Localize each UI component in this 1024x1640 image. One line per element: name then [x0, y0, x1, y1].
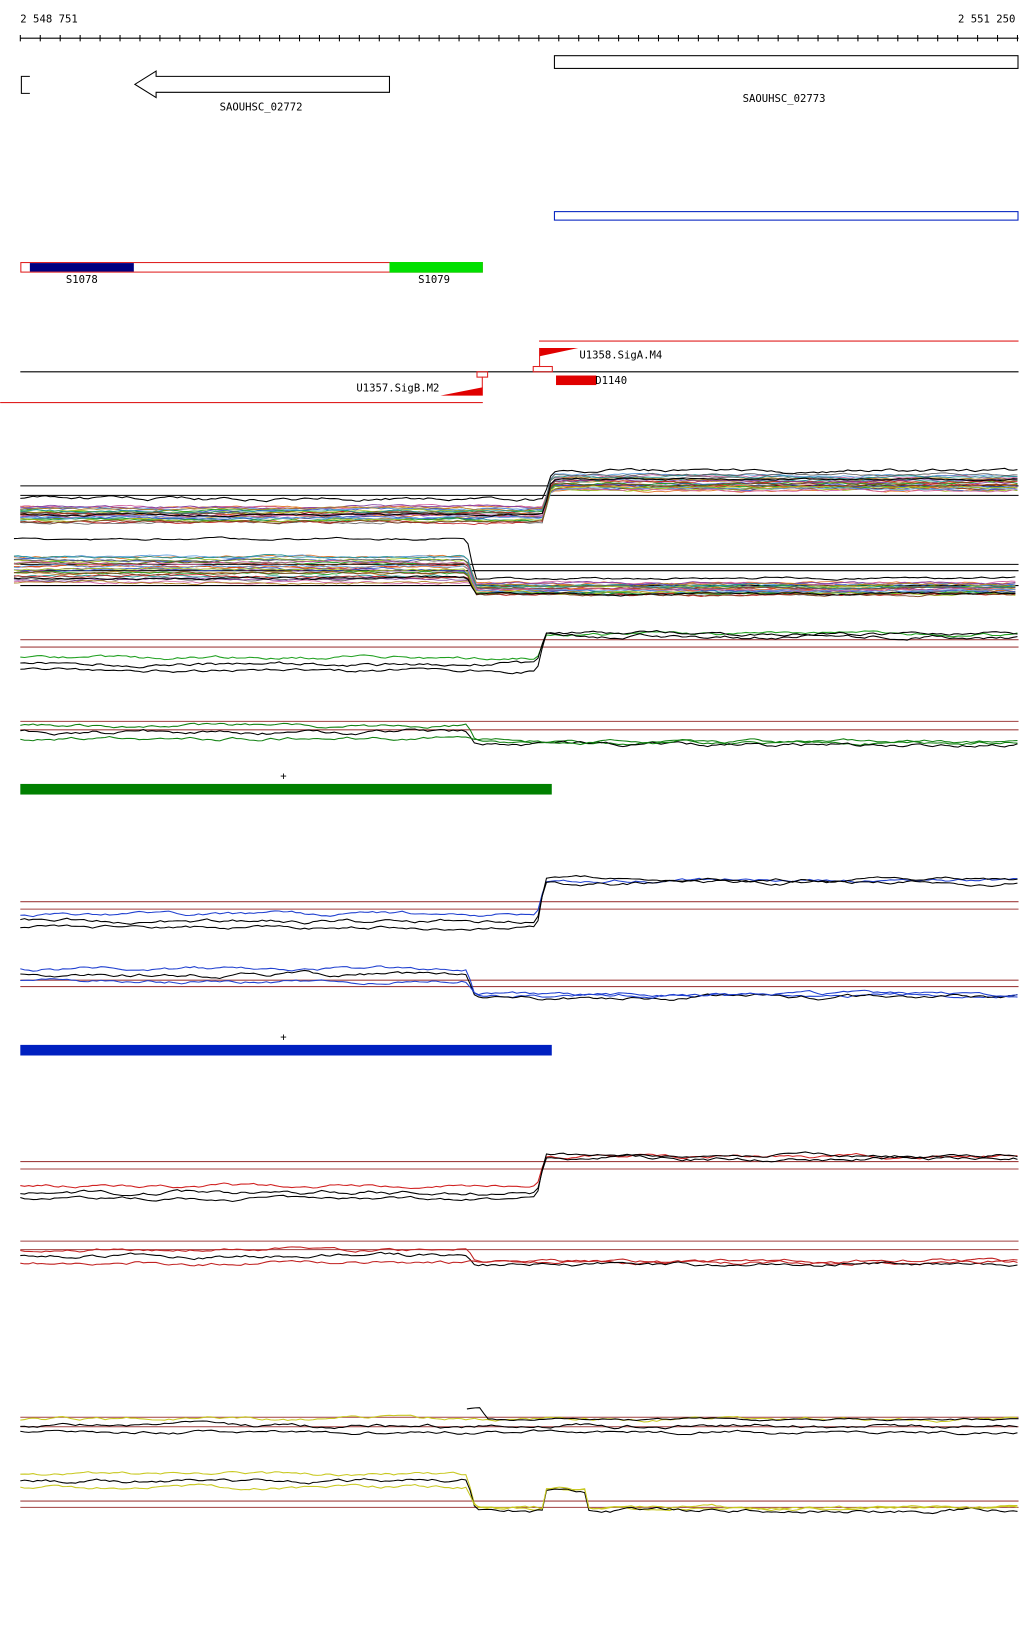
- condition-label: +: [280, 1032, 286, 1044]
- profile-line: [13, 554, 1016, 588]
- gene-label: SAOUHSC_02773: [743, 93, 826, 105]
- profile-line: [13, 536, 1016, 581]
- condition-label: +: [280, 771, 286, 783]
- profile-line: [20, 879, 1018, 925]
- ruler-start: 2 548 751: [20, 13, 77, 25]
- profile-line: [20, 1246, 1018, 1266]
- annotation-tracks: 2 548 751 2 551 250 SAOUHSC_02772 SAOUHS…: [0, 13, 1019, 1056]
- promoter-flag: [539, 347, 579, 357]
- profile-line: [20, 1258, 1018, 1267]
- profile-line: [20, 477, 1018, 518]
- profile-line: [20, 1251, 1018, 1267]
- profile-line: [20, 629, 1018, 675]
- profile-line: [20, 1483, 1018, 1512]
- profile-line: [20, 735, 1018, 746]
- ruler-end: 2 551 250: [958, 13, 1015, 25]
- promoter-label: U1357.SigB.M2: [356, 382, 439, 394]
- profile-line: [20, 877, 1018, 918]
- profile-line: [13, 575, 1016, 597]
- profile-line: [13, 559, 1016, 592]
- profile-line: [20, 479, 1018, 525]
- condition-bar: [20, 783, 552, 795]
- profile-line: [20, 467, 1018, 503]
- profile-line: [20, 478, 1018, 510]
- promoter-label: D1140: [595, 375, 627, 387]
- promoter-box: [476, 371, 489, 378]
- profile-line: [20, 1153, 1018, 1197]
- segment: [389, 262, 483, 273]
- blue-box: [553, 211, 1019, 221]
- profile-line: [13, 571, 1016, 598]
- gene-fragment: [20, 75, 30, 94]
- profile-line: [13, 567, 1016, 596]
- profile-line: [20, 1471, 1018, 1512]
- profile-line: [20, 1429, 1018, 1436]
- segment-label: S1078: [66, 274, 98, 286]
- profile-line: [20, 978, 1018, 999]
- profile-line: [20, 1152, 1018, 1190]
- profile-line: [20, 486, 1018, 520]
- ruler-ticks: [19, 35, 1019, 42]
- segment-label: S1079: [418, 274, 450, 286]
- gene-box: [553, 55, 1019, 69]
- profile-line: [20, 630, 1018, 661]
- profile-line: [20, 480, 1018, 523]
- segment: [29, 263, 134, 272]
- promoter-label: U1358.SigA.M4: [579, 350, 662, 362]
- profile-line: [20, 965, 1018, 999]
- profile-line: [20, 1151, 1018, 1203]
- profile-line: [13, 563, 1016, 595]
- promoter-flag: [440, 387, 483, 396]
- profile-line: [20, 728, 1018, 748]
- promoter-bar: [556, 375, 597, 386]
- condition-bar: [20, 1044, 552, 1056]
- profile-line: [13, 558, 1016, 591]
- profile-line: [20, 632, 1018, 669]
- profile-line: [13, 579, 1016, 587]
- profile-line: [466, 1407, 1019, 1422]
- profile-line: [20, 1478, 1018, 1515]
- gene-label: SAOUHSC_02772: [220, 101, 303, 113]
- profile-line: [20, 482, 1018, 524]
- profile-line: [20, 722, 1018, 746]
- profile-line: [13, 554, 1016, 590]
- profile-line: [20, 875, 1018, 931]
- profile-line: [20, 969, 1018, 1001]
- gene-arrow: [133, 70, 391, 99]
- profile-line: [20, 472, 1018, 517]
- expression-profiles: [13, 467, 1019, 1515]
- profile-line: [20, 1420, 1018, 1430]
- promoter-box: [532, 365, 553, 373]
